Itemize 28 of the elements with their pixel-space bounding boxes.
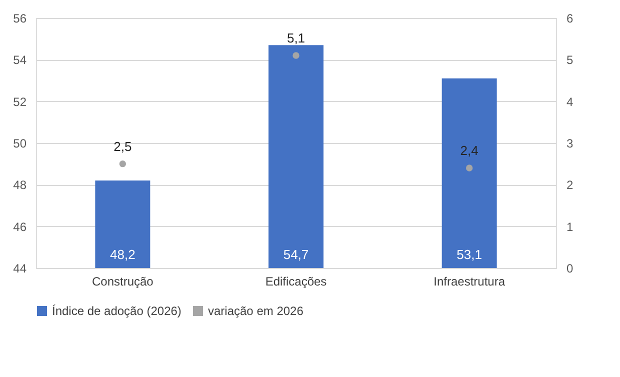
x-tick-label: Construção (92, 274, 154, 288)
y2-tick-label: 2 (566, 178, 574, 192)
data-label: 53,1 (456, 247, 482, 262)
y-tick-label: 44 (13, 262, 27, 276)
y2-tick-label: 4 (566, 94, 574, 109)
y2-tick-label: 3 (566, 136, 574, 150)
y2-tick-label: 6 (566, 12, 574, 26)
y-tick-label: 46 (13, 220, 27, 234)
point (292, 52, 300, 59)
data-label: 54,7 (283, 247, 309, 262)
y2-tick-label: 0 (566, 262, 574, 276)
x-tick-label: Edificações (265, 274, 327, 288)
y-tick-label: 54 (13, 53, 27, 68)
legend-label: variação em 2026 (208, 304, 304, 318)
y2-tick-label: 1 (566, 220, 574, 234)
data-label: 48,2 (110, 247, 136, 262)
y-tick-label: 52 (13, 94, 27, 109)
point (466, 164, 473, 172)
point (119, 160, 126, 168)
y-tick-label: 50 (13, 136, 27, 150)
y2-tick-label: 5 (566, 53, 574, 68)
data-label: 5,1 (286, 30, 306, 46)
legend-label: Índice de adoção (2026) (52, 304, 182, 318)
data-label: 2,4 (460, 143, 478, 158)
y-tick-label: 56 (13, 12, 27, 26)
x-tick-label: Infraestrutura (434, 274, 506, 288)
data-label: 2,5 (114, 138, 132, 154)
y-tick-label: 48 (13, 178, 27, 192)
